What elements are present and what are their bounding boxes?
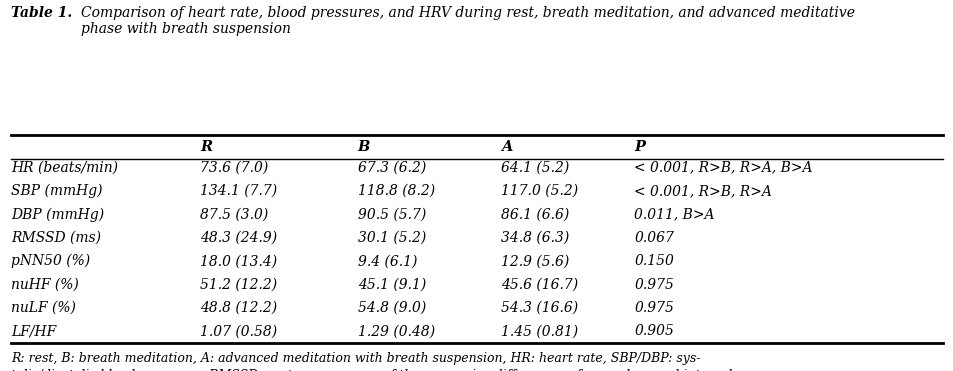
Text: 48.8 (12.2): 48.8 (12.2): [200, 301, 277, 315]
Text: 1.29 (0.48): 1.29 (0.48): [357, 324, 435, 338]
Text: P: P: [634, 139, 645, 154]
Text: R: R: [200, 139, 213, 154]
Text: 51.2 (12.2): 51.2 (12.2): [200, 278, 277, 292]
Text: 0.975: 0.975: [634, 301, 674, 315]
Text: 54.3 (16.6): 54.3 (16.6): [500, 301, 578, 315]
Text: 54.8 (9.0): 54.8 (9.0): [357, 301, 426, 315]
Text: 18.0 (13.4): 18.0 (13.4): [200, 254, 277, 268]
Text: LF/HF: LF/HF: [11, 324, 56, 338]
Text: 90.5 (5.7): 90.5 (5.7): [357, 207, 426, 221]
Text: 12.9 (5.6): 12.9 (5.6): [500, 254, 569, 268]
Text: 1.45 (0.81): 1.45 (0.81): [500, 324, 578, 338]
Text: 67.3 (6.2): 67.3 (6.2): [357, 161, 426, 175]
Text: 117.0 (5.2): 117.0 (5.2): [500, 184, 578, 198]
Text: < 0.001, R>B, R>A, B>A: < 0.001, R>B, R>A, B>A: [634, 161, 812, 175]
Text: 0.150: 0.150: [634, 254, 674, 268]
Text: 9.4 (6.1): 9.4 (6.1): [357, 254, 416, 268]
Text: 30.1 (5.2): 30.1 (5.2): [357, 231, 426, 245]
Text: < 0.001, R>B, R>A: < 0.001, R>B, R>A: [634, 184, 772, 198]
Text: 134.1 (7.7): 134.1 (7.7): [200, 184, 277, 198]
Text: B: B: [357, 139, 370, 154]
Text: 45.1 (9.1): 45.1 (9.1): [357, 278, 426, 292]
Text: SBP (mmHg): SBP (mmHg): [11, 184, 103, 198]
Text: A: A: [500, 139, 512, 154]
Text: Table 1.: Table 1.: [11, 6, 72, 20]
Text: 73.6 (7.0): 73.6 (7.0): [200, 161, 269, 175]
Text: 0.975: 0.975: [634, 278, 674, 292]
Text: pNN50 (%): pNN50 (%): [11, 254, 91, 268]
Text: Comparison of heart rate, blood pressures, and HRV during rest, breath meditatio: Comparison of heart rate, blood pressure…: [81, 6, 854, 36]
Text: 1.07 (0.58): 1.07 (0.58): [200, 324, 277, 338]
Text: 86.1 (6.6): 86.1 (6.6): [500, 207, 569, 221]
Text: HR (beats/min): HR (beats/min): [11, 161, 118, 175]
Text: 34.8 (6.3): 34.8 (6.3): [500, 231, 569, 245]
Text: 45.6 (16.7): 45.6 (16.7): [500, 278, 578, 292]
Text: R: rest, B: breath meditation, A: advanced meditation with breath suspension, HR: R: rest, B: breath meditation, A: advanc…: [11, 352, 781, 371]
Text: 87.5 (3.0): 87.5 (3.0): [200, 207, 269, 221]
Text: nuLF (%): nuLF (%): [11, 301, 76, 315]
Text: RMSSD (ms): RMSSD (ms): [11, 231, 101, 245]
Text: 0.905: 0.905: [634, 324, 674, 338]
Text: 48.3 (24.9): 48.3 (24.9): [200, 231, 277, 245]
Text: 0.067: 0.067: [634, 231, 674, 245]
Text: DBP (mmHg): DBP (mmHg): [11, 207, 105, 221]
Text: nuHF (%): nuHF (%): [11, 278, 79, 292]
Text: 118.8 (8.2): 118.8 (8.2): [357, 184, 435, 198]
Text: 64.1 (5.2): 64.1 (5.2): [500, 161, 569, 175]
Text: 0.011, B>A: 0.011, B>A: [634, 207, 714, 221]
